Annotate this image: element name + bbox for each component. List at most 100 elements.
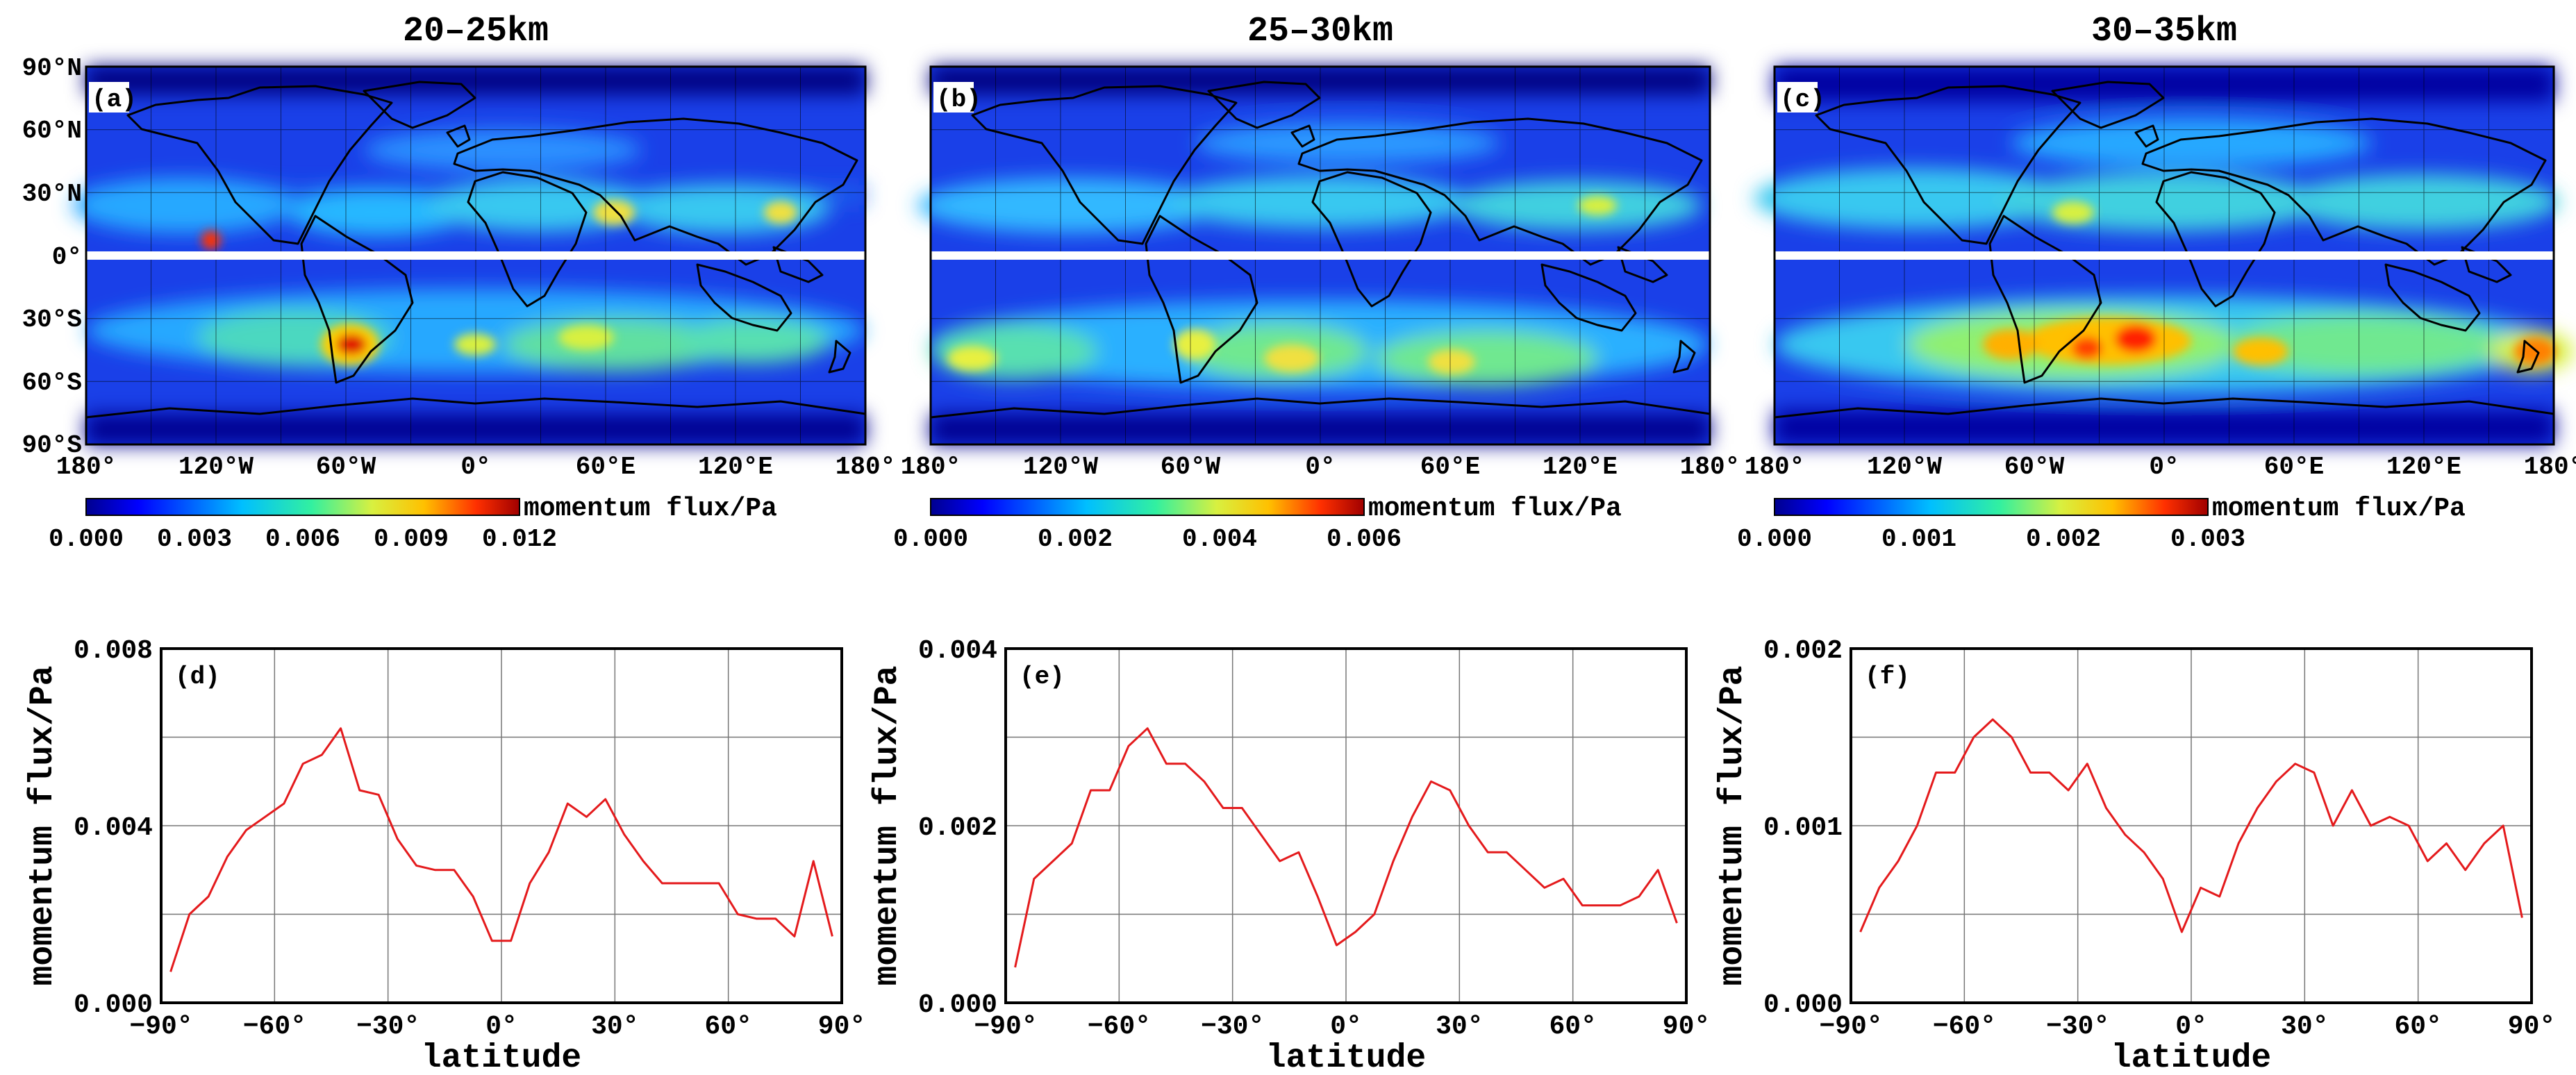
map-title: 30–35km (2091, 12, 2237, 51)
y-axis-title: momentum flux/Pa (1714, 666, 1752, 986)
x-tick-label: −30° (2046, 1012, 2109, 1042)
lon-tick-label: 180° (1680, 453, 1740, 481)
x-tick-label: −60° (1933, 1012, 1996, 1042)
y-tick-label: 0.000 (1763, 990, 1843, 1020)
lon-tick-label: 60°E (1420, 453, 1480, 481)
y-tick-label: 0.008 (74, 636, 153, 666)
line-panel-e: (e) −90° −60° −30° 0° 30° 60° 90° 0.000 0.002 0.00… (869, 636, 1710, 1075)
colorbar-tick-label: 0.004 (1182, 525, 1257, 553)
x-tick-label: −90° (1819, 1012, 1882, 1042)
x-tick-label: 90° (2508, 1012, 2555, 1042)
heatmap-hotspots (1983, 201, 2556, 365)
lon-tick-label: 180° (1745, 453, 1804, 481)
lon-tick-label: 180° (836, 453, 895, 481)
x-tick-label: 60° (2394, 1012, 2441, 1042)
lat-tick-label: 30°S (22, 306, 82, 334)
colorbar-tick-label: 0.000 (1737, 525, 1812, 553)
y-tick-label: 0.004 (74, 813, 153, 843)
panel-label: (c) (1780, 85, 1825, 114)
map-frame (85, 65, 867, 446)
lon-tick-labels: 180° 120°W 60°W 0° 60°E 120°E 180° (1745, 453, 2576, 481)
lon-tick-label: 120°W (1023, 453, 1098, 481)
data-series-line (169, 727, 833, 972)
heatmap-hotspots (947, 196, 1617, 374)
x-tick-label: −30° (356, 1012, 419, 1042)
x-tick-label: 30° (1436, 1012, 1483, 1042)
panel-label-box (933, 82, 974, 112)
colorbar: momentum flux/Pa 0.000 0.003 0.006 0.009… (49, 494, 777, 553)
lon-tick-label: 60°W (1161, 453, 1221, 481)
lat-tick-label: 90°N (22, 54, 82, 83)
colorbar-tick-label: 0.002 (1038, 525, 1113, 553)
map-title: 20–25km (403, 12, 549, 51)
equator-white-band (86, 251, 865, 260)
colorbar-tick-label: 0.012 (482, 525, 557, 553)
y-tick-label: 0.001 (1763, 813, 1843, 843)
x-tick-label: 60° (1549, 1012, 1596, 1042)
equator-white-band (1775, 251, 2554, 260)
map-panel-b: 25–30km (b) 180° 120°W (893, 12, 1740, 553)
data-series-line (1014, 727, 1678, 968)
colorbar: momentum flux/Pa 0.000 0.002 0.004 0.006 (893, 494, 1622, 553)
map-panel-a: 20–25km (a) (22, 12, 896, 553)
panel-label: (d) (175, 662, 220, 691)
lat-tick-label: 60°N (22, 117, 82, 145)
panel-label: (a) (92, 85, 137, 114)
lon-tick-label: 0° (1305, 453, 1335, 481)
colorbar-tick-label: 0.002 (2026, 525, 2101, 553)
map-panel-c: 30–35km (c) 180° (1737, 12, 2576, 553)
lon-tick-label: 0° (2149, 453, 2179, 481)
lon-tick-labels: 180° 120°W 60°W 0° 60°E 120°E 180° (56, 453, 895, 481)
y-tick-label: 0.000 (918, 990, 997, 1020)
lat-tick-label: 30°N (22, 180, 82, 208)
data-series-line (1859, 718, 2523, 933)
x-tick-label: 0° (2175, 1012, 2207, 1042)
lon-tick-label: 60°E (2264, 453, 2324, 481)
y-tick-label: 0.002 (918, 813, 997, 843)
plot-frame (1850, 647, 2533, 1004)
line-panel-f: (f) −90° −60° −30° 0° 30° 60° 90° 0.000 0.001 0.00… (1714, 636, 2555, 1075)
lat-tick-label: 0° (52, 243, 82, 272)
colorbar-gradient (930, 498, 1365, 516)
panel-label: (f) (1865, 662, 1910, 691)
colorbar-label: momentum flux/Pa (2212, 494, 2466, 524)
line-panel-d: (d) −90° −60° −30° 0° 30° 60° 90° 0.000 0.004 0.00… (24, 636, 865, 1075)
x-tick-label: −60° (243, 1012, 306, 1042)
map-frame (929, 65, 1711, 446)
lon-tick-label: 180° (56, 453, 116, 481)
colorbar-tick-label: 0.000 (49, 525, 124, 553)
y-axis-title: momentum flux/Pa (869, 666, 906, 986)
x-tick-label: 90° (1663, 1012, 1710, 1042)
lon-tick-label: 180° (2524, 453, 2576, 481)
x-tick-label: 90° (818, 1012, 865, 1042)
panel-label-box (89, 82, 129, 112)
colorbar-tick-label: 0.006 (1327, 525, 1402, 553)
lon-tick-label: 120°E (2386, 453, 2461, 481)
x-axis-title: latitude (422, 1040, 581, 1075)
line-charts: (d) −90° −60° −30° 0° 30° 60° 90° 0.000 0.004 0.00… (24, 636, 2555, 1075)
x-tick-label: 0° (1330, 1012, 1362, 1042)
colorbar-gradient (85, 498, 520, 516)
panel-label-box (1777, 82, 1818, 112)
colorbar-tick-label: 0.003 (157, 525, 232, 553)
x-axis-title: latitude (1266, 1040, 1426, 1075)
x-tick-label: −90° (129, 1012, 192, 1042)
y-axis-title: momentum flux/Pa (24, 666, 62, 986)
colorbar-tick-label: 0.001 (1881, 525, 1956, 553)
x-tick-label: −30° (1201, 1012, 1264, 1042)
y-tick-label: 0.000 (74, 990, 153, 1020)
colorbar-tick-label: 0.006 (265, 525, 340, 553)
lon-tick-label: 120°E (698, 453, 773, 481)
colorbar-label: momentum flux/Pa (1368, 494, 1622, 524)
lat-tick-label: 60°S (22, 369, 82, 397)
lat-tick-label: 90°S (22, 431, 82, 460)
colorbar: momentum flux/Pa 0.000 0.001 0.002 0.003 (1737, 494, 2466, 553)
x-tick-label: 30° (2281, 1012, 2328, 1042)
y-tick-label: 0.002 (1763, 636, 1843, 666)
x-tick-label: −60° (1088, 1012, 1151, 1042)
lon-tick-label: 0° (460, 453, 490, 481)
map-frame (1773, 65, 2555, 446)
map-title: 25–30km (1247, 12, 1393, 51)
lon-tick-label: 60°W (2004, 453, 2065, 481)
panel-label: (e) (1020, 662, 1065, 691)
